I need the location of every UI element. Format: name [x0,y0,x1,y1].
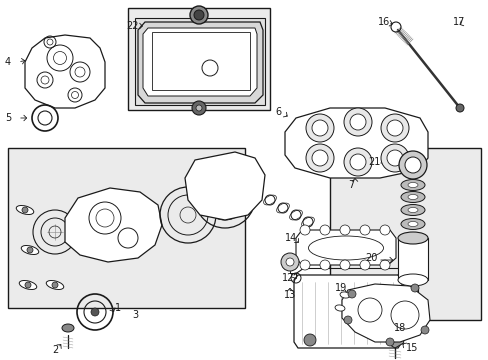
Polygon shape [293,275,401,348]
Circle shape [319,225,329,235]
Text: 5: 5 [5,113,11,123]
Ellipse shape [19,280,37,289]
Ellipse shape [400,219,424,230]
Ellipse shape [400,204,424,216]
Circle shape [349,114,365,130]
Circle shape [343,316,351,324]
Ellipse shape [46,280,63,289]
Text: 12: 12 [282,273,294,283]
Polygon shape [295,230,395,265]
Circle shape [192,101,205,115]
Bar [329,148,480,320]
Text: 20: 20 [364,253,377,263]
Circle shape [359,260,369,270]
Circle shape [281,253,298,271]
Circle shape [380,144,408,172]
Circle shape [290,210,301,220]
Circle shape [25,282,31,288]
Circle shape [303,217,312,227]
Circle shape [420,326,428,334]
Text: 19: 19 [334,283,346,293]
Polygon shape [142,28,257,96]
Ellipse shape [21,246,39,255]
Ellipse shape [397,274,427,286]
Circle shape [359,225,369,235]
Circle shape [22,207,28,213]
Circle shape [379,225,389,235]
Text: 1: 1 [115,303,121,313]
Ellipse shape [400,180,424,190]
Circle shape [398,151,426,179]
Text: 2: 2 [52,345,58,355]
Circle shape [311,120,327,136]
Circle shape [386,150,402,166]
Polygon shape [341,284,429,342]
Circle shape [52,282,58,288]
Ellipse shape [407,207,417,212]
Text: 15: 15 [405,343,418,353]
Circle shape [347,290,355,298]
Circle shape [385,338,393,346]
Bar [397,238,427,280]
Circle shape [319,260,329,270]
Circle shape [285,258,293,266]
Bar [152,32,249,90]
Circle shape [380,114,408,142]
Circle shape [299,225,309,235]
Circle shape [305,114,333,142]
Text: 14: 14 [285,233,297,243]
Text: 6: 6 [274,107,281,117]
Circle shape [404,157,420,173]
Circle shape [190,6,207,24]
Circle shape [386,120,402,136]
Circle shape [410,284,418,292]
Circle shape [278,203,287,213]
Text: 13: 13 [284,290,296,300]
Circle shape [379,260,389,270]
Bar [8,148,244,308]
Text: 7: 7 [347,180,353,190]
Circle shape [305,144,333,172]
Circle shape [339,260,349,270]
Circle shape [339,225,349,235]
Circle shape [343,108,371,136]
Circle shape [311,150,327,166]
Circle shape [304,334,315,346]
Polygon shape [65,188,162,262]
Circle shape [343,148,371,176]
Circle shape [196,105,202,111]
Circle shape [455,104,463,112]
Polygon shape [285,108,427,178]
Text: 18: 18 [393,323,406,333]
Bar [128,8,269,110]
Text: 3: 3 [132,310,138,320]
Ellipse shape [397,232,427,244]
Ellipse shape [407,221,417,226]
Text: 4: 4 [5,57,11,67]
Circle shape [91,308,99,316]
Ellipse shape [400,192,424,202]
Circle shape [299,260,309,270]
Ellipse shape [334,305,344,311]
Polygon shape [386,328,403,348]
Polygon shape [25,35,105,108]
Text: 16: 16 [377,17,389,27]
Text: 17: 17 [452,17,464,27]
Ellipse shape [62,324,74,332]
Polygon shape [138,22,263,103]
Circle shape [264,195,274,205]
Ellipse shape [407,183,417,188]
Circle shape [194,10,203,20]
Polygon shape [184,152,264,220]
Ellipse shape [407,194,417,199]
Ellipse shape [16,206,34,215]
Polygon shape [135,18,264,105]
Circle shape [349,154,365,170]
Ellipse shape [339,292,349,298]
Circle shape [27,247,33,253]
Text: 22: 22 [126,21,138,31]
Text: 21: 21 [367,157,380,167]
